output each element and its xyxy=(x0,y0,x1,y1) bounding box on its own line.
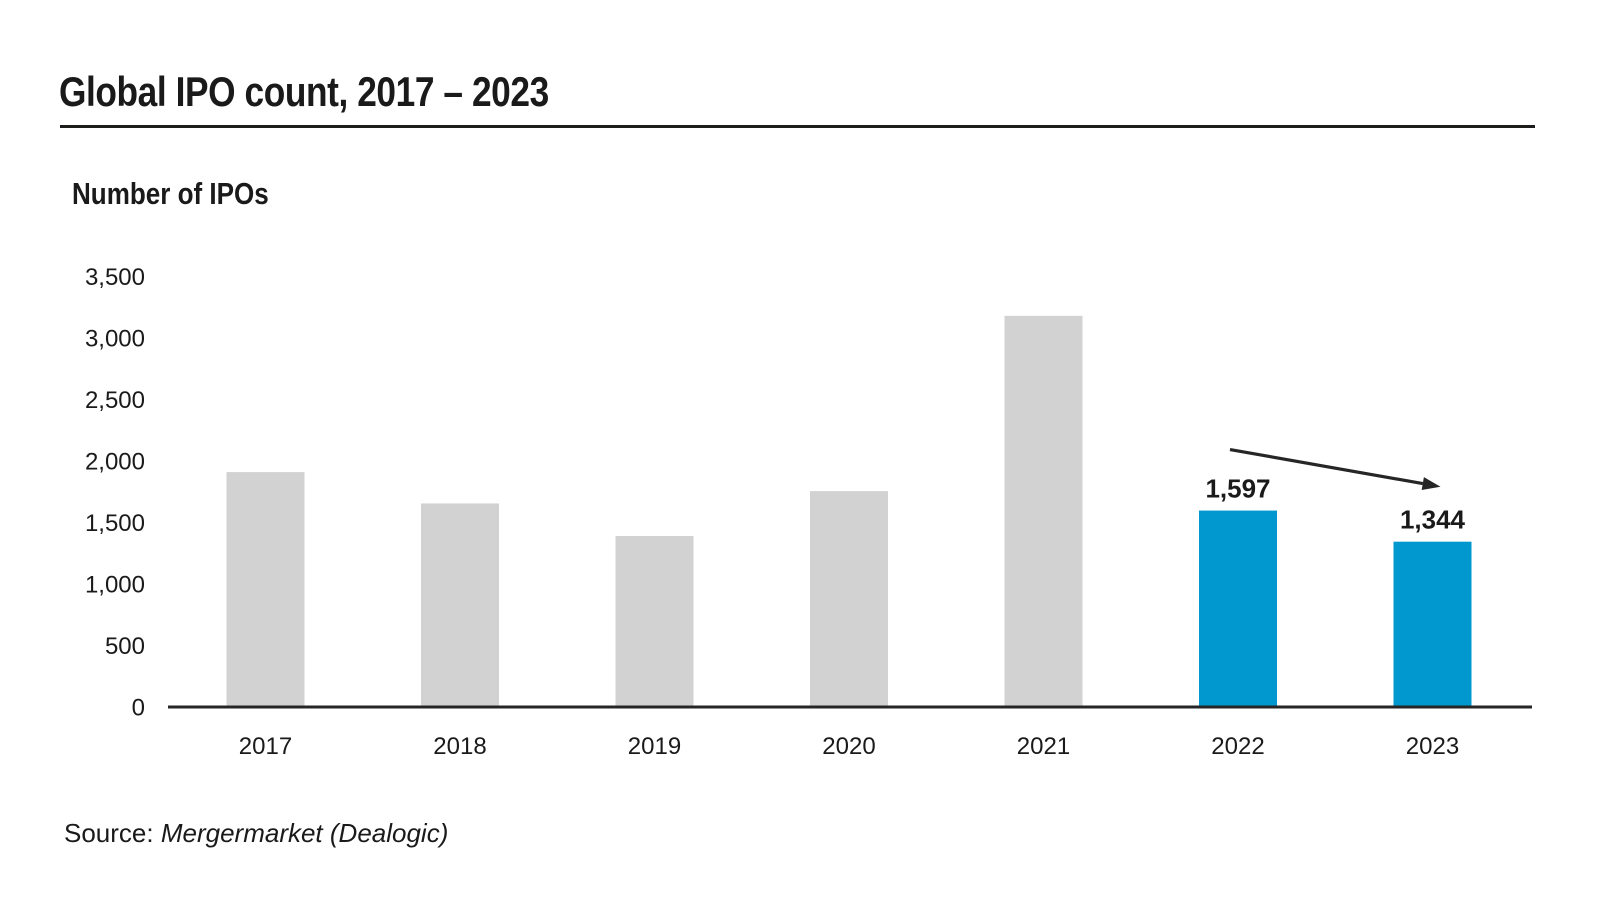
y-tick-label: 1,000 xyxy=(85,572,145,599)
y-tick-label: 1,500 xyxy=(85,510,145,537)
x-tick-label-2019: 2019 xyxy=(628,733,681,760)
bar-2021 xyxy=(1004,315,1083,707)
y-tick-label: 500 xyxy=(105,633,145,660)
y-tick-label: 2,000 xyxy=(85,449,145,476)
y-tick-label: 2,500 xyxy=(85,387,145,414)
chart-title: Global IPO count, 2017 – 2023 xyxy=(59,68,549,115)
x-tick-label-2017: 2017 xyxy=(239,733,292,760)
value-label-2023: 1,344 xyxy=(1400,505,1466,535)
bar-2018 xyxy=(421,503,499,707)
bar-2019 xyxy=(615,536,694,707)
x-tick-label-2021: 2021 xyxy=(1017,733,1070,760)
y-tick-label: 0 xyxy=(132,695,145,722)
x-tick-label-2018: 2018 xyxy=(433,733,486,760)
source-prefix: Source: xyxy=(64,818,154,848)
decline-arrow-line xyxy=(1229,447,1424,486)
source-name: Mergermarket (Dealogic) xyxy=(160,818,449,848)
y-axis-unit-label: Number of IPOs xyxy=(72,176,269,211)
bar-2020 xyxy=(810,491,888,707)
value-label-2022: 1,597 xyxy=(1205,474,1270,504)
source-line: Source: Mergermarket (Dealogic) xyxy=(64,818,448,849)
bar-2023 xyxy=(1393,541,1472,707)
x-tick-label-2023: 2023 xyxy=(1406,733,1459,760)
y-tick-label: 3,500 xyxy=(85,264,145,291)
x-tick-label-2022: 2022 xyxy=(1211,733,1264,760)
bar-2017 xyxy=(226,472,305,707)
bar-2022 xyxy=(1199,510,1277,707)
x-tick-label-2020: 2020 xyxy=(822,733,875,760)
y-tick-label: 3,000 xyxy=(85,326,145,353)
title-divider-rule xyxy=(60,125,1535,128)
decline-arrow-head xyxy=(1421,477,1441,490)
